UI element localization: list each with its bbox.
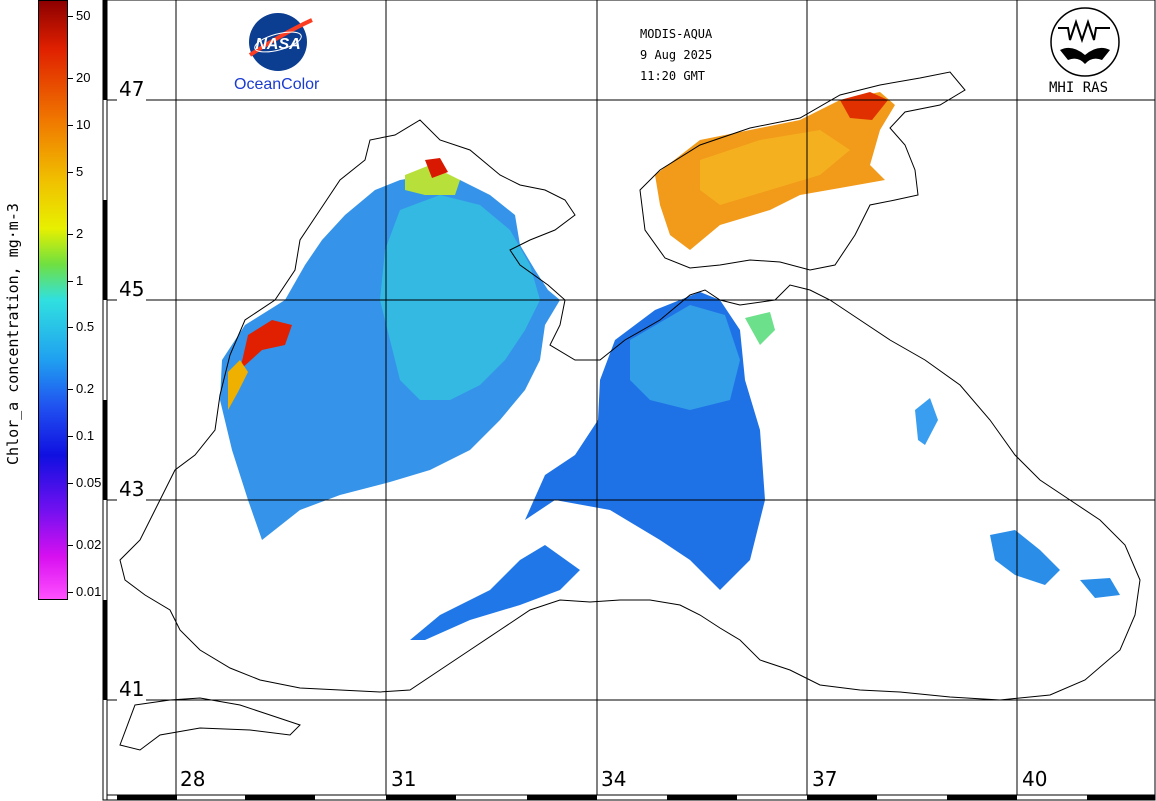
colorbar-tick-label: 1 bbox=[76, 272, 84, 288]
colorbar-tick-label: 50 bbox=[76, 8, 91, 23]
colorbar-tick-mark bbox=[68, 327, 73, 329]
graticule bbox=[107, 0, 1155, 800]
coastline bbox=[119, 71, 1141, 751]
colorbar-tick-label: 5 bbox=[76, 163, 84, 179]
black-sea-coast bbox=[119, 119, 1141, 701]
acquisition-info: MODIS-AQUA 9 Aug 2025 11:20 GMT bbox=[640, 24, 712, 87]
colorbar-tick-mark bbox=[68, 483, 73, 485]
lat-label-45: 45 bbox=[117, 277, 147, 301]
mhi-ras-label: MHI RAS bbox=[1049, 80, 1109, 96]
oceancolor-label: OceanColor bbox=[234, 76, 320, 93]
colorbar-tick-mark bbox=[68, 545, 73, 547]
danube-orange bbox=[228, 360, 248, 410]
colorbar-tick-mark bbox=[68, 389, 73, 391]
lat-label-43: 43 bbox=[117, 477, 147, 501]
azov-red-ne bbox=[840, 92, 888, 120]
colorbar-tick-mark bbox=[68, 77, 73, 79]
colorbar-tick-label: 0.02 bbox=[76, 537, 102, 553]
colorbar-tick-label: 2 bbox=[76, 225, 84, 241]
colorbar-gradient bbox=[39, 1, 67, 599]
acquisition-time: 11:20 GMT bbox=[640, 69, 706, 83]
colorbar-tick-mark bbox=[68, 16, 73, 17]
colorbar-tick-label: 10 bbox=[76, 116, 91, 132]
colorbar-tick-mark bbox=[68, 592, 73, 593]
east-patch-3 bbox=[1080, 578, 1120, 598]
lon-label-31: 31 bbox=[389, 767, 419, 791]
danube-red bbox=[240, 320, 292, 370]
azov-coast bbox=[639, 71, 966, 271]
colorbar-tick-mark bbox=[68, 124, 73, 126]
marmara-coast bbox=[119, 697, 301, 751]
south-band-field bbox=[410, 545, 580, 640]
nw-coastal-red bbox=[425, 158, 448, 178]
lon-label-28: 28 bbox=[178, 767, 208, 791]
nw-shelf-inner bbox=[380, 195, 540, 400]
acquisition-date: 9 Aug 2025 bbox=[640, 48, 713, 62]
azov-orange-core bbox=[700, 130, 850, 205]
frame-ruler bbox=[102, 0, 1156, 801]
colorbar-tick-mark bbox=[68, 171, 73, 173]
east-patch-1 bbox=[915, 398, 938, 445]
lon-label-40: 40 bbox=[1020, 767, 1050, 791]
nasa-logo: NASA bbox=[248, 13, 313, 71]
sensor-name: MODIS-AQUA bbox=[640, 27, 713, 41]
lon-label-34: 34 bbox=[599, 767, 629, 791]
mhi-logo bbox=[1050, 7, 1120, 77]
colorbar bbox=[38, 0, 68, 600]
colorbar-tick-mark bbox=[68, 233, 73, 235]
lon-label-37: 37 bbox=[810, 767, 840, 791]
colorbar-tick-label: 0.01 bbox=[76, 584, 102, 599]
colorbar-tick-label: 0.2 bbox=[76, 381, 95, 397]
lat-label-41: 41 bbox=[117, 677, 147, 701]
colorbar-tick-mark bbox=[68, 280, 73, 282]
colorbar-tick-label: 0.1 bbox=[76, 428, 95, 444]
lat-label-47: 47 bbox=[117, 77, 147, 101]
colorbar-tick-label: 0.05 bbox=[76, 475, 102, 491]
nasa-logo-text: NASA bbox=[255, 36, 300, 53]
chlorophyll-field bbox=[220, 92, 1120, 640]
nw-coastal-yellow bbox=[405, 165, 460, 195]
colorbar-tick-label: 0.5 bbox=[76, 319, 95, 335]
central-inner bbox=[630, 305, 740, 410]
colorbar-tick-label: 20 bbox=[76, 69, 91, 85]
colorbar-tick-mark bbox=[68, 436, 73, 438]
east-patch-2 bbox=[990, 530, 1060, 585]
kerch-green bbox=[745, 312, 775, 345]
